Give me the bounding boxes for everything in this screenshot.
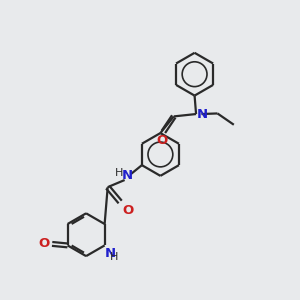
- Text: H: H: [110, 252, 118, 262]
- Text: O: O: [156, 134, 167, 147]
- Text: O: O: [38, 237, 49, 250]
- Text: N: N: [122, 169, 133, 182]
- Text: H: H: [115, 169, 123, 178]
- Text: N: N: [197, 107, 208, 121]
- Text: N: N: [105, 247, 116, 260]
- Text: O: O: [123, 204, 134, 218]
